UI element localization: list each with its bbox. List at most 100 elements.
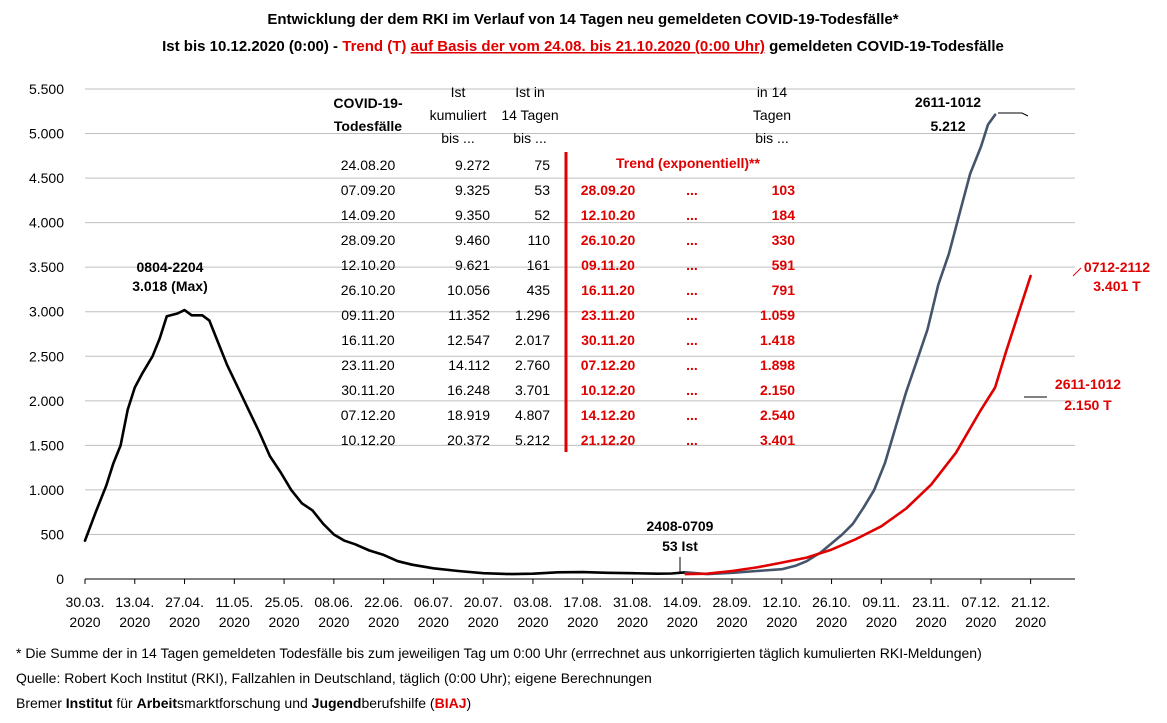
table-cell-cumulative: 9.621 — [455, 257, 490, 273]
x-tick-date: 08.06. — [314, 594, 353, 610]
table-cell-ist14: 2.017 — [515, 332, 550, 348]
y-axis-ticks: 0 500 1.000 1.500 2.000 2.500 3.000 3.500 4.000 4… — [29, 81, 64, 587]
x-tick-year: 2020 — [418, 614, 449, 630]
table-cell-date: 07.12.20 — [341, 407, 396, 423]
table-header-date-1: COVID-19- — [333, 95, 403, 111]
table-cell-cumulative: 18.919 — [447, 407, 490, 423]
annotation-trend-mid: 2611-1012 2.150 T — [1024, 376, 1121, 413]
x-tick-year: 2020 — [567, 614, 598, 630]
x-tick-year: 2020 — [517, 614, 548, 630]
annotation-min: 2408-0709 53 Ist — [647, 518, 714, 573]
y-tick-label: 5.000 — [29, 126, 64, 142]
table-header-trend14-3: bis ... — [755, 130, 788, 146]
annotation-ist-end-value: 5.212 — [930, 118, 965, 134]
table-cell-ist14: 2.760 — [515, 357, 550, 373]
table-cell-cumulative: 11.352 — [448, 307, 490, 323]
table-cell-dots: ... — [686, 257, 698, 273]
table-cell-dots: ... — [686, 357, 698, 373]
footnote: * Die Summe der in 14 Tagen gemeldeten T… — [16, 645, 982, 661]
table-cell-trend_date: 10.12.20 — [581, 382, 636, 398]
x-tick-year: 2020 — [468, 614, 499, 630]
table-cell-ist14: 1.296 — [515, 307, 550, 323]
x-tick-year: 2020 — [368, 614, 399, 630]
y-tick-label: 3.000 — [29, 304, 64, 320]
gridlines — [85, 88, 1075, 535]
x-tick-date: 12.10. — [762, 594, 801, 610]
table-cell-trend14: 184 — [772, 207, 796, 223]
subtitle-part-end: gemeldeten COVID-19-Todesfälle — [765, 38, 1004, 55]
series-line-2 — [684, 274, 1032, 576]
series-line-0 — [83, 308, 688, 576]
table-cell-date: 16.11.20 — [341, 332, 395, 348]
x-tick-date: 31.08. — [613, 594, 652, 610]
table-cell-ist14: 75 — [534, 157, 550, 173]
x-tick-year: 2020 — [269, 614, 300, 630]
table-header-ist14-1: Ist in — [515, 84, 545, 100]
table-header-date-2: Todesfälle — [334, 118, 402, 134]
table-cell-trend14: 3.401 — [760, 432, 795, 448]
x-tick-year: 2020 — [318, 614, 349, 630]
x-tick-date: 28.09. — [713, 594, 752, 610]
table-cell-cumulative: 9.350 — [455, 207, 490, 223]
table-header-cum-3: bis ... — [441, 130, 474, 146]
org-word-2: Institut — [65, 695, 113, 711]
table-header-trend14-1: in 14 — [757, 84, 788, 100]
annotation-max-dates: 0804-2204 — [137, 259, 204, 275]
org-word-5: smarktforschung und — [177, 695, 312, 711]
x-tick-date: 26.10. — [812, 594, 851, 610]
y-tick-label: 5.500 — [29, 81, 64, 97]
x-axis-ticks: 30.03. 2020 13.04. 2020 27.04. 2020 11.05. 2020… — [66, 579, 1050, 630]
table-cell-date: 12.10.20 — [341, 257, 396, 273]
org-word-6: Jugend — [311, 695, 362, 711]
x-tick-year: 2020 — [119, 614, 150, 630]
annotation-trend-end-pointer — [1072, 267, 1082, 277]
annotation-ist-end-dates: 2611-1012 — [915, 94, 981, 110]
table-cell-ist14: 3.701 — [515, 382, 550, 398]
org-word-1: Bremer — [16, 695, 66, 711]
org-word-4: Arbeit — [136, 695, 178, 711]
table-cell-trend14: 330 — [772, 232, 796, 248]
table-cell-trend_date: 23.11.20 — [581, 307, 635, 323]
x-tick-date: 21.12. — [1011, 594, 1050, 610]
table-cell-trend_date: 21.12.20 — [581, 432, 636, 448]
y-tick-label: 3.500 — [29, 259, 64, 275]
annotation-max: 0804-2204 3.018 (Max) — [132, 259, 207, 294]
x-tick-date: 11.05. — [215, 594, 253, 610]
table-cell-trend_date: 16.11.20 — [581, 282, 635, 298]
table-header-ist14-3: bis ... — [513, 130, 546, 146]
table-cell-trend_date: 26.10.20 — [581, 232, 636, 248]
table-cell-cumulative: 14.112 — [448, 357, 490, 373]
table-cell-date: 07.09.20 — [341, 182, 396, 198]
table-cell-cumulative: 10.056 — [447, 282, 490, 298]
x-tick-date: 03.08. — [513, 594, 552, 610]
table-header-trend14-2: Tagen — [753, 107, 791, 123]
x-tick-year: 2020 — [667, 614, 698, 630]
x-tick-year: 2020 — [617, 614, 648, 630]
table-cell-date: 09.11.20 — [341, 307, 395, 323]
table-cell-cumulative: 9.460 — [455, 232, 490, 248]
x-tick-year: 2020 — [866, 614, 897, 630]
x-tick-date: 22.06. — [364, 594, 403, 610]
chart-subtitle: Ist bis 10.12.2020 (0:00) - Trend (T) au… — [162, 38, 1004, 55]
x-tick-year: 2020 — [816, 614, 847, 630]
annotation-min-dates: 2408-0709 — [647, 518, 714, 534]
x-tick-year: 2020 — [965, 614, 996, 630]
org-word-9: ) — [466, 695, 472, 711]
table-cell-dots: ... — [686, 307, 698, 323]
annotation-ist-end-pointer — [998, 112, 1029, 117]
x-tick-date: 13.04. — [115, 594, 154, 610]
y-tick-label: 1.500 — [29, 437, 64, 453]
x-tick-year: 2020 — [716, 614, 747, 630]
y-tick-label: 0 — [56, 571, 64, 587]
table-cell-dots: ... — [686, 382, 698, 398]
x-tick-date: 06.07. — [414, 594, 453, 610]
y-tick-label: 500 — [41, 526, 65, 542]
table-cell-date: 26.10.20 — [341, 282, 396, 298]
annotation-trend-end-value: 3.401 T — [1093, 278, 1141, 294]
table-cell-ist14: 435 — [527, 282, 551, 298]
y-tick-label: 2.500 — [29, 348, 64, 364]
table-cell-date: 30.11.20 — [341, 382, 395, 398]
table-cell-ist14: 110 — [528, 232, 551, 248]
table-cell-trend14: 1.418 — [760, 332, 795, 348]
annotation-trend-mid-value: 2.150 T — [1064, 397, 1112, 413]
